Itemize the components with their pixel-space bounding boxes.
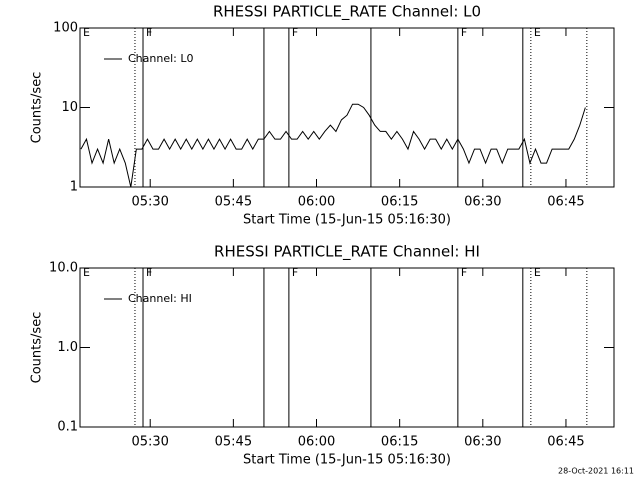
series-line [80, 103, 586, 188]
x-tick-label: 06:00 [298, 435, 335, 450]
marker-label: F [146, 266, 152, 279]
marker-label: F [461, 266, 467, 279]
y-tick-label: 10 [61, 100, 78, 115]
y-axis-label: Counts/sec [30, 312, 45, 384]
marker-label: F [292, 266, 298, 279]
x-tick-label: 05:30 [131, 435, 168, 450]
footer: 28-Oct-2021 16:11 [558, 467, 634, 476]
x-axis-label: Start Time (15-Jun-15 05:16:30) [243, 213, 451, 228]
marker-label: F [461, 26, 467, 39]
marker-label: E [83, 26, 90, 39]
y-tick-label: 100 [53, 21, 78, 36]
marker-label: F [146, 26, 152, 39]
marker-label: E [83, 266, 90, 279]
y-axis-label: Counts/sec [30, 72, 45, 144]
chart-title: RHESSI PARTICLE_RATE Channel: L0 [213, 3, 481, 22]
y-tick-label: 1 [70, 180, 78, 195]
x-tick-label: 06:00 [298, 195, 335, 210]
marker-label: E [534, 26, 541, 39]
x-tick-label: 05:30 [131, 195, 168, 210]
chart-title: RHESSI PARTICLE_RATE Channel: HI [214, 243, 480, 262]
marker-label: F [292, 26, 298, 39]
x-tick-label: 06:15 [381, 195, 418, 210]
x-tick-label: 06:45 [547, 195, 584, 210]
y-tick-label: 10.0 [49, 261, 78, 276]
y-tick-label: 1.0 [57, 340, 78, 355]
legend-label: Channel: HI [128, 292, 192, 305]
marker-label: E [534, 266, 541, 279]
x-tick-label: 06:30 [464, 195, 501, 210]
legend-label: Channel: L0 [128, 52, 194, 65]
y-tick-label: 0.1 [57, 420, 78, 435]
x-tick-label: 06:45 [547, 435, 584, 450]
x-axis-label: Start Time (15-Jun-15 05:16:30) [243, 453, 451, 468]
x-tick-label: 06:15 [381, 435, 418, 450]
x-tick-label: 05:45 [215, 435, 252, 450]
x-tick-label: 05:45 [215, 195, 252, 210]
x-tick-label: 06:30 [464, 435, 501, 450]
